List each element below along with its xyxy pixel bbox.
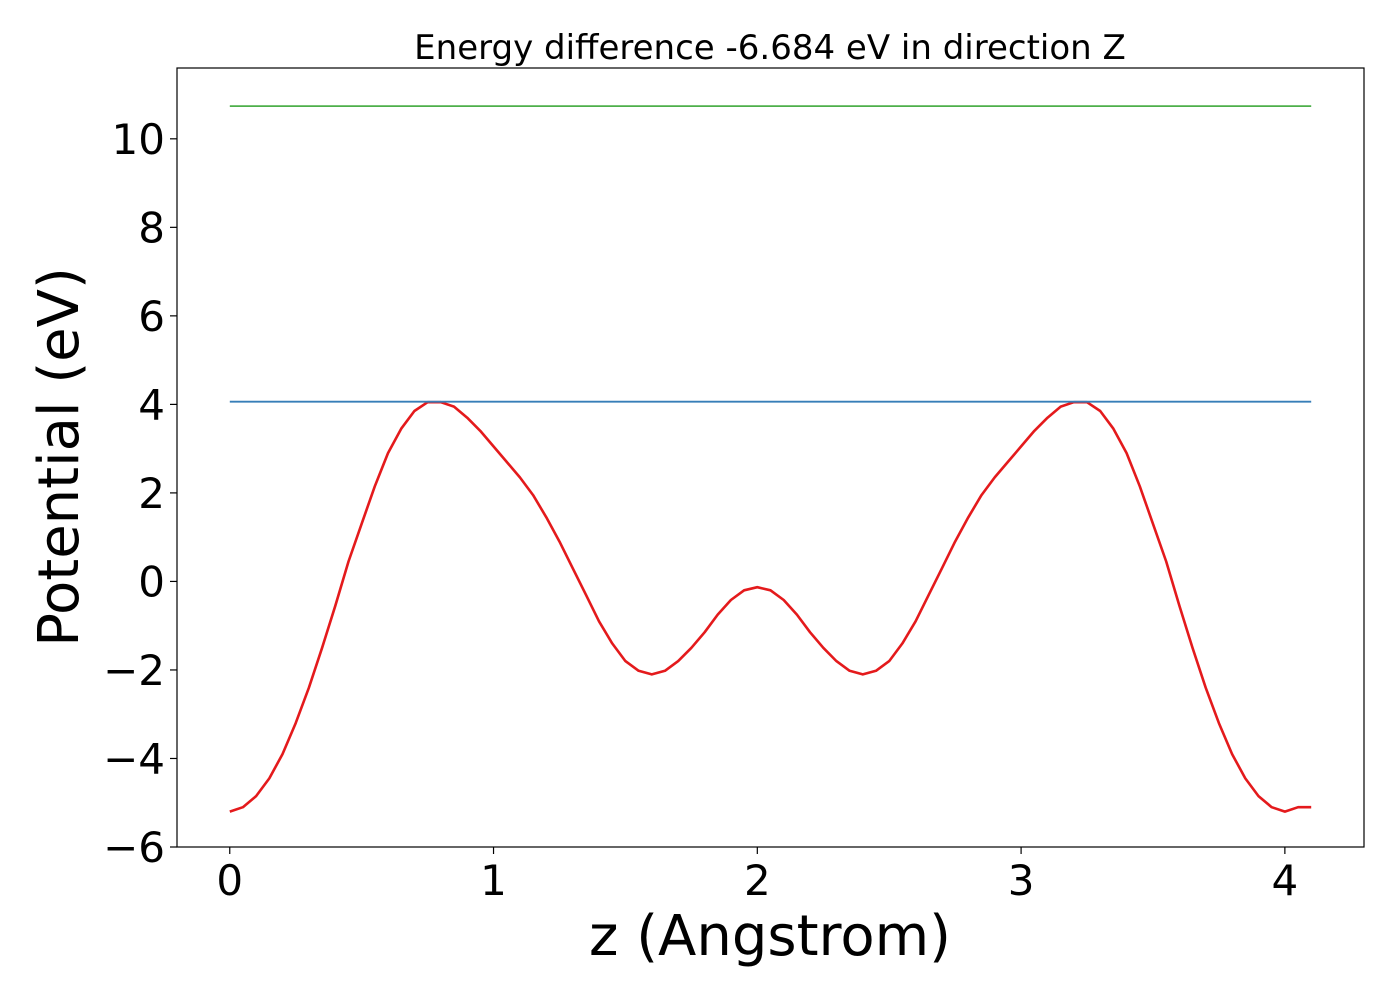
y-tick-label: 4 — [138, 380, 165, 429]
series-layer — [229, 105, 1312, 813]
y-axis: −6 −4 −2 0 2 4 6 8 10 — [103, 115, 177, 872]
y-tick-label: 10 — [112, 115, 165, 164]
y-tick-label: −4 — [103, 734, 165, 783]
x-tick-label: 1 — [480, 856, 507, 905]
series-line-0 — [229, 400, 1312, 813]
y-axis-title: Potential (eV) — [27, 267, 92, 647]
x-tick-label: 4 — [1271, 856, 1298, 905]
x-axis: 0 1 2 3 4 — [216, 847, 1298, 905]
y-tick-label: −2 — [103, 646, 165, 695]
x-tick-label: 2 — [744, 856, 771, 905]
y-tick-label: −6 — [103, 823, 165, 872]
y-tick-label: 2 — [138, 469, 165, 518]
x-tick-label: 3 — [1008, 856, 1035, 905]
plot-frame — [176, 67, 1365, 848]
y-tick-label: 8 — [138, 203, 165, 252]
y-tick-label: 6 — [138, 292, 165, 341]
chart-title: Energy difference -6.684 eV in direction… — [414, 28, 1126, 68]
x-axis-title: z (Angstrom) — [589, 904, 951, 969]
y-tick-label: 0 — [138, 557, 165, 606]
x-tick-label: 0 — [216, 856, 243, 905]
